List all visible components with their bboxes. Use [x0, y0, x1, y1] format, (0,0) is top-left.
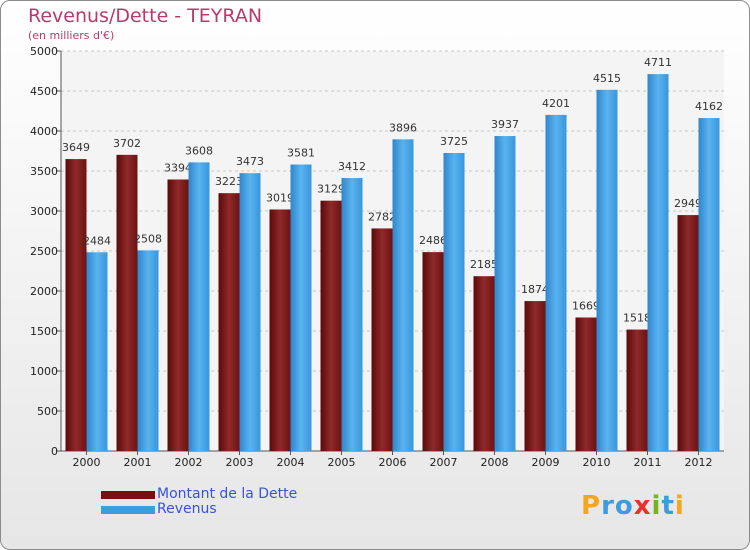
legend: Montant de la Dette Revenus	[101, 487, 297, 517]
x-tick-label: 2005	[328, 456, 356, 469]
bar-dette	[677, 215, 699, 451]
y-tick-label: 3500	[30, 165, 58, 178]
data-label-revenus: 3473	[236, 155, 264, 168]
bar-revenus	[494, 136, 516, 452]
bar-dette	[626, 329, 648, 451]
y-tick-label: 4000	[30, 125, 58, 138]
legend-item-dette: Montant de la Dette	[101, 487, 297, 502]
x-tick-label: 2003	[226, 456, 254, 469]
bar-dette	[116, 154, 138, 451]
x-tick-label: 2008	[481, 456, 509, 469]
data-label-dette: 3394	[164, 161, 192, 174]
legend-swatch-dette	[101, 490, 155, 499]
data-label-revenus: 3937	[491, 118, 519, 131]
x-tick-label: 2007	[430, 456, 458, 469]
data-label-revenus: 2508	[134, 232, 162, 245]
y-tick-label: 1000	[30, 365, 58, 378]
data-label-revenus: 4515	[593, 72, 621, 85]
bar-revenus	[443, 153, 465, 451]
data-label-dette: 3223	[215, 175, 243, 188]
y-tick-label: 500	[37, 405, 58, 418]
y-tick-label: 3000	[30, 205, 58, 218]
proxiti-logo: Proxiti	[581, 491, 685, 521]
chart-title: Revenus/Dette - TEYRAN	[28, 5, 263, 27]
data-label-dette: 3019	[266, 191, 294, 204]
logo-letter: r	[601, 491, 615, 521]
bar-dette	[524, 301, 546, 451]
x-tick-label: 2000	[73, 456, 101, 469]
bar-revenus	[86, 252, 108, 451]
data-label-revenus: 2484	[83, 234, 111, 247]
bar-revenus	[239, 173, 261, 451]
data-label-dette: 1669	[572, 299, 600, 312]
data-label-dette: 2949	[674, 197, 702, 210]
data-label-revenus: 3412	[338, 160, 366, 173]
logo-letter: x	[633, 491, 652, 521]
x-tick-label: 2012	[685, 456, 713, 469]
y-tick-label: 2500	[30, 245, 58, 258]
legend-label-dette: Montant de la Dette	[157, 486, 298, 502]
data-label-dette: 2782	[368, 210, 396, 223]
bar-dette	[218, 193, 240, 451]
data-label-dette: 3702	[113, 137, 141, 150]
x-tick-label: 2006	[379, 456, 407, 469]
data-label-dette: 2486	[419, 234, 447, 247]
bar-dette	[422, 252, 444, 451]
legend-label-revenus: Revenus	[157, 501, 217, 517]
legend-swatch-revenus	[101, 505, 155, 514]
data-label-revenus: 3725	[440, 135, 468, 148]
bar-revenus	[137, 250, 159, 451]
data-label-dette: 2185	[470, 258, 498, 271]
data-label-revenus: 3896	[389, 121, 417, 134]
y-tick-label: 5000	[30, 45, 58, 58]
x-tick-label: 2010	[583, 456, 611, 469]
y-tick-label: 0	[51, 445, 58, 458]
y-tick-label: 2000	[30, 285, 58, 298]
bar-revenus	[290, 164, 312, 451]
logo-letter: P	[581, 491, 602, 521]
bar-dette	[65, 159, 87, 451]
y-tick-label: 1500	[30, 325, 58, 338]
logo-letter: i	[674, 491, 685, 521]
data-label-revenus: 3581	[287, 147, 315, 160]
bar-revenus	[392, 139, 414, 451]
data-label-revenus: 4711	[644, 56, 672, 69]
x-tick-label: 2009	[532, 456, 560, 469]
x-tick-label: 2004	[277, 456, 305, 469]
bar-revenus	[596, 89, 618, 452]
x-tick-label: 2002	[175, 456, 203, 469]
logo-letter: t	[661, 491, 675, 521]
bar-revenus	[647, 74, 669, 452]
bar-dette	[371, 228, 393, 451]
data-label-dette: 3129	[317, 183, 345, 196]
bar-dette	[167, 179, 189, 452]
logo-letter: i	[651, 491, 662, 521]
data-label-revenus: 4201	[542, 97, 570, 110]
bar-revenus	[188, 162, 210, 452]
legend-item-revenus: Revenus	[101, 502, 297, 517]
bar-dette	[269, 209, 291, 451]
x-tick-label: 2001	[124, 456, 152, 469]
bar-revenus	[341, 178, 363, 452]
data-label-dette: 1874	[521, 283, 549, 296]
data-label-revenus: 4162	[695, 100, 723, 113]
data-label-dette: 3649	[62, 141, 90, 154]
bar-revenus	[545, 114, 567, 452]
bar-dette	[320, 200, 342, 451]
logo-letter: o	[614, 491, 634, 521]
bar-dette	[473, 276, 495, 451]
x-tick-label: 2011	[634, 456, 662, 469]
chart-subtitle: (en milliers d'€)	[28, 29, 115, 42]
bar-dette	[575, 317, 597, 451]
data-label-revenus: 3608	[185, 144, 213, 157]
data-label-dette: 1518	[623, 312, 651, 325]
bar-revenus	[698, 118, 720, 451]
y-tick-label: 4500	[30, 85, 58, 98]
